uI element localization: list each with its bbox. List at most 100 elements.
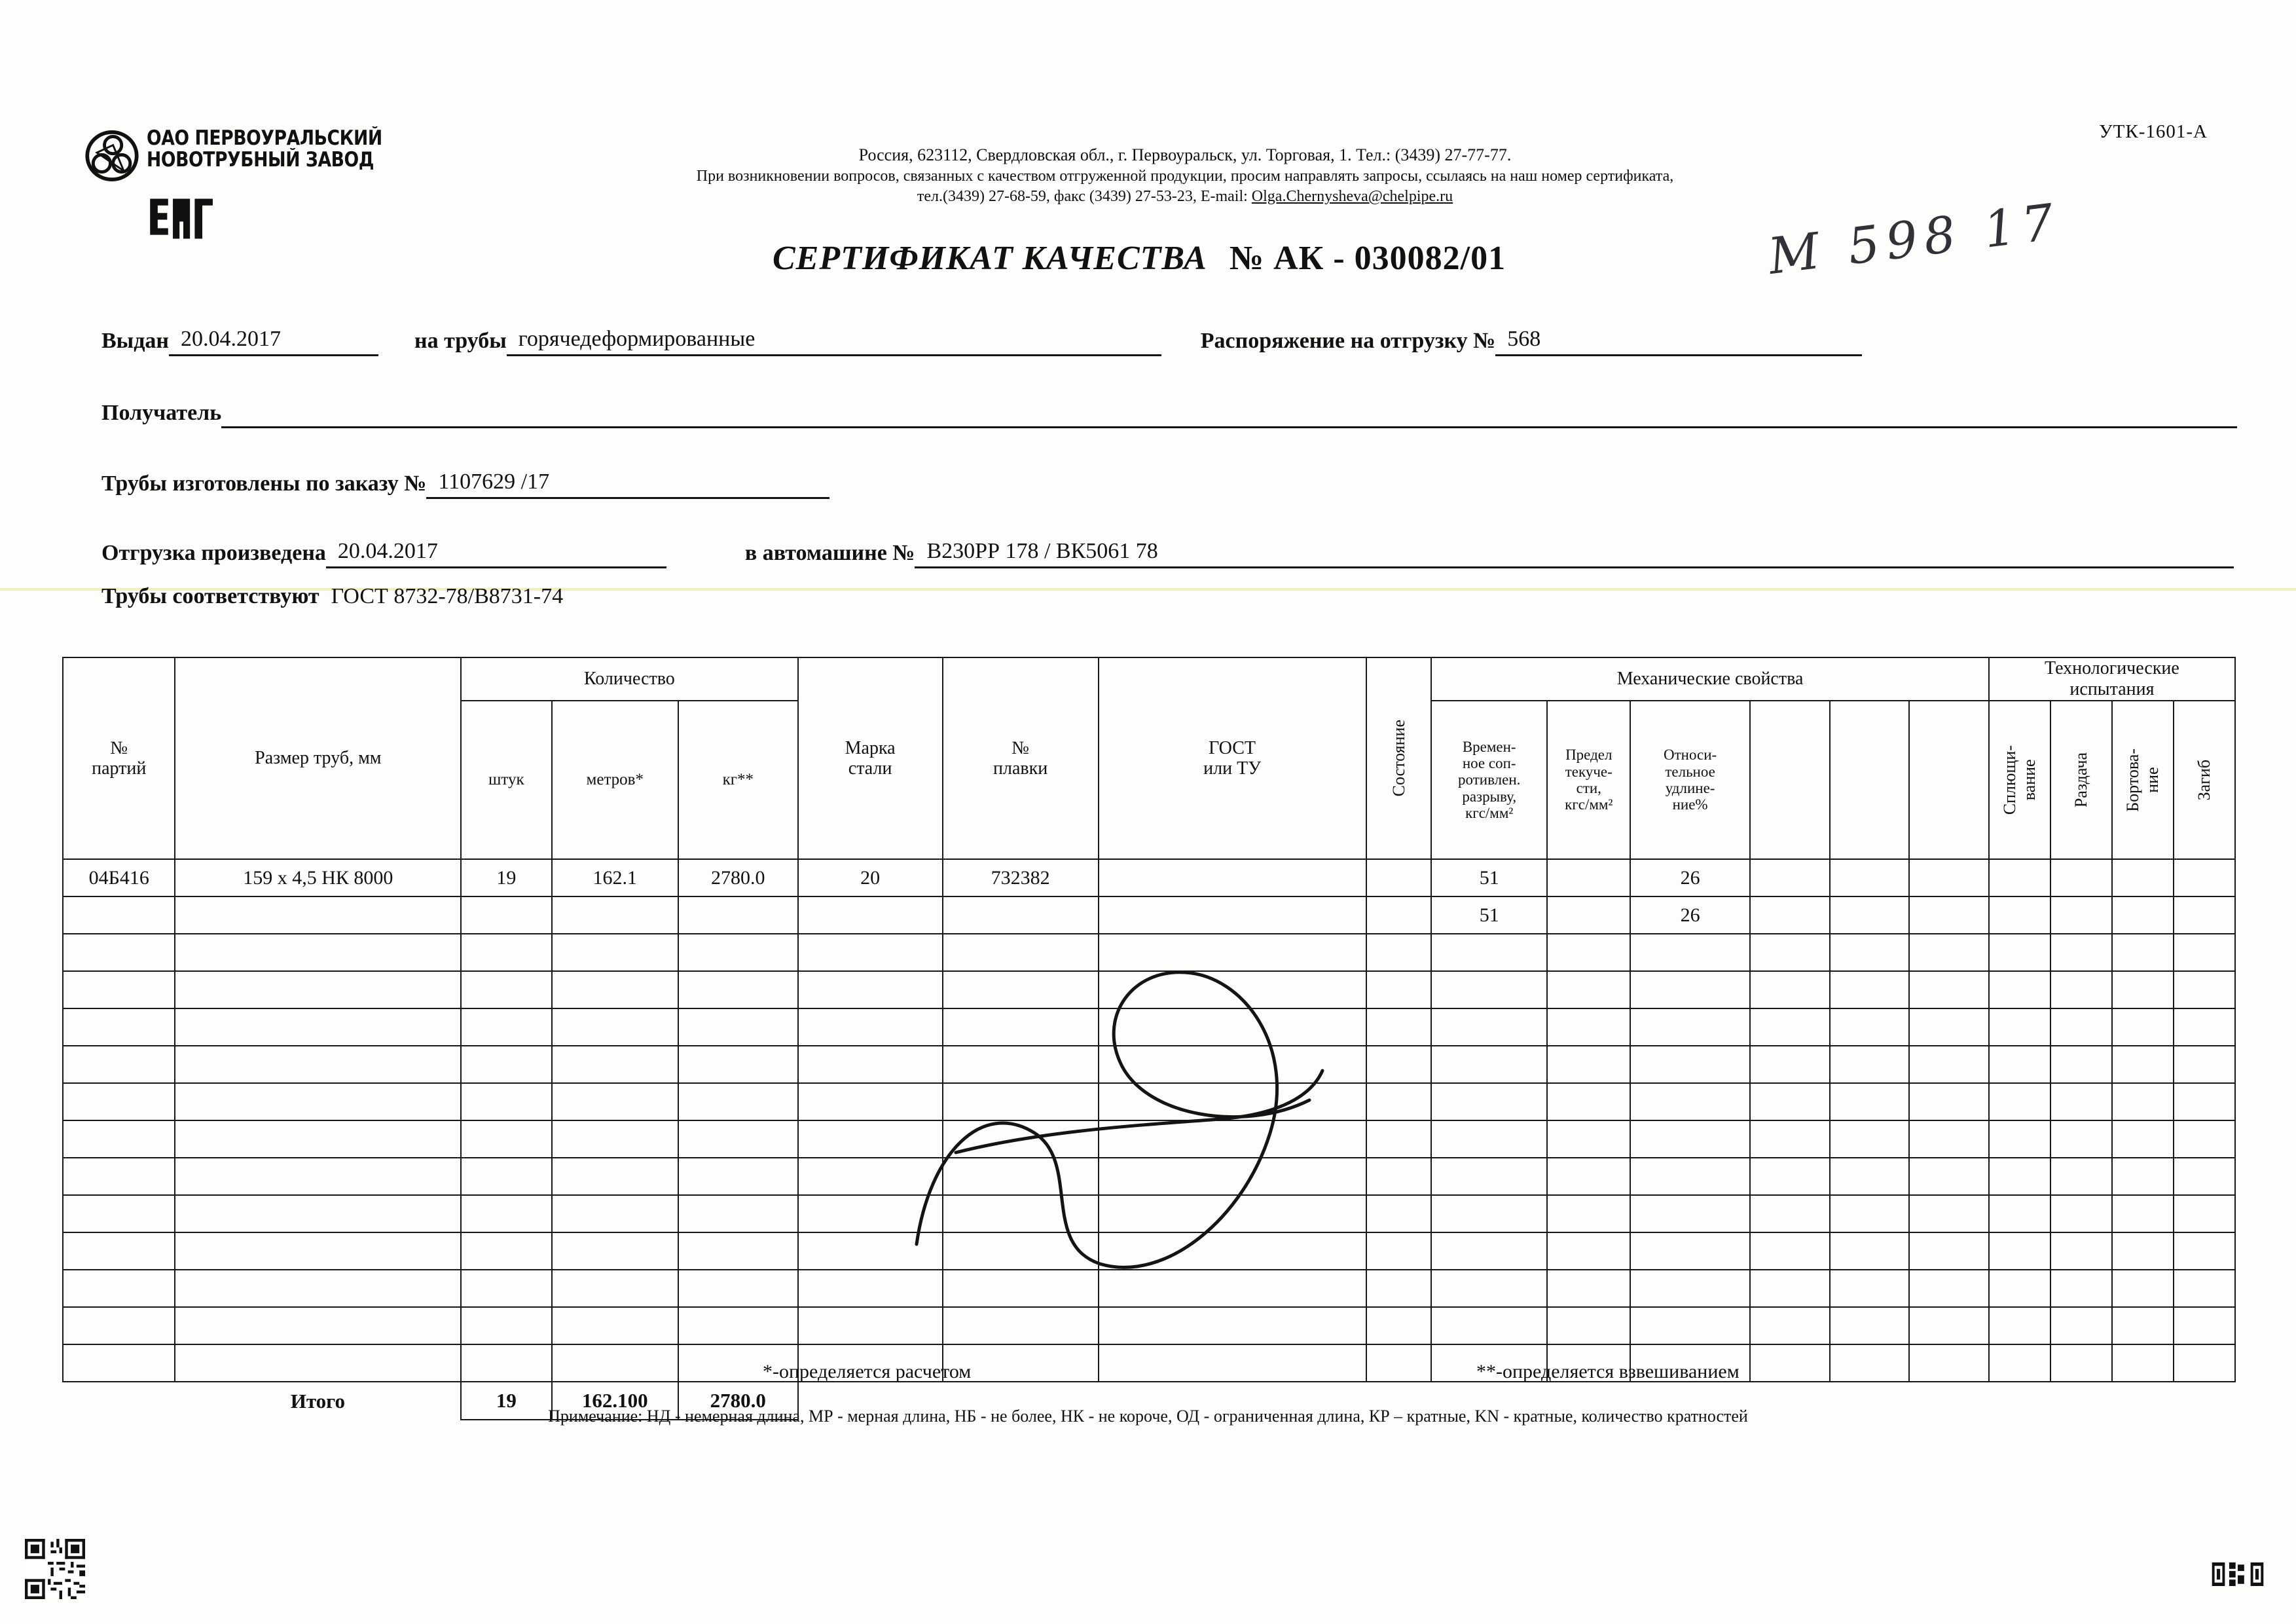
cell-batch-no[interactable] [62, 1306, 176, 1345]
cell-pipe-size[interactable] [174, 896, 462, 934]
cell-meters[interactable] [551, 1269, 680, 1308]
cell-bending[interactable] [2172, 1157, 2236, 1196]
cell-pieces[interactable] [460, 1120, 553, 1158]
cell-gost-or-tu[interactable] [1097, 1269, 1367, 1308]
cell-pieces[interactable] [460, 1008, 553, 1046]
cell-bending[interactable] [2172, 1306, 2236, 1345]
cell-heat-no[interactable] [941, 1194, 1099, 1233]
cell-steel-grade[interactable] [797, 1157, 943, 1196]
cell-tensile-strength[interactable] [1430, 1269, 1548, 1308]
cell-condition[interactable] [1365, 1232, 1432, 1270]
cell-heat-no[interactable]: 732382 [941, 858, 1099, 897]
cell-pieces[interactable] [460, 1045, 553, 1084]
cell-condition[interactable] [1365, 1157, 1432, 1196]
cell-mech-blank-1[interactable] [1749, 1306, 1831, 1345]
cell-pipe-size[interactable] [174, 1157, 462, 1196]
cell-pipe-size[interactable] [174, 1232, 462, 1270]
cell-gost-or-tu[interactable] [1097, 1344, 1367, 1382]
cell-tensile-strength[interactable]: 51 [1430, 896, 1548, 934]
cell-condition[interactable] [1365, 1194, 1432, 1233]
cell-mech-blank-3[interactable] [1908, 1269, 1990, 1308]
cell-condition[interactable] [1365, 1082, 1432, 1121]
cell-tensile-strength[interactable] [1430, 933, 1548, 972]
cell-bending[interactable] [2172, 970, 2236, 1009]
pipes-value[interactable]: горячедеформированные [506, 327, 1161, 356]
cell-mech-blank-1[interactable] [1749, 970, 1831, 1009]
cell-steel-grade[interactable] [797, 1082, 943, 1121]
cell-kg[interactable] [678, 1120, 799, 1158]
cell-tensile-strength[interactable] [1430, 970, 1548, 1009]
cell-expansion[interactable] [2049, 1344, 2113, 1382]
cell-flanging[interactable] [2111, 1344, 2174, 1382]
cell-expansion[interactable] [2049, 970, 2113, 1009]
cell-tensile-strength[interactable] [1430, 1232, 1548, 1270]
cell-kg[interactable] [678, 1045, 799, 1084]
cell-flattening[interactable] [1988, 1306, 2051, 1345]
cell-pieces[interactable] [460, 1344, 553, 1382]
cell-pipe-size[interactable] [174, 1045, 462, 1084]
cell-pipe-size[interactable] [174, 1306, 462, 1345]
cell-elongation[interactable] [1630, 1120, 1751, 1158]
cell-flattening[interactable] [1988, 1232, 2051, 1270]
cell-yield-strength[interactable] [1546, 1157, 1631, 1196]
cell-condition[interactable] [1365, 858, 1432, 897]
cell-expansion[interactable] [2049, 1008, 2113, 1046]
cell-meters[interactable] [551, 1045, 680, 1084]
cell-yield-strength[interactable] [1546, 1045, 1631, 1084]
cell-flanging[interactable] [2111, 970, 2174, 1009]
cell-expansion[interactable] [2049, 1157, 2113, 1196]
cell-steel-grade[interactable] [797, 1306, 943, 1345]
cell-steel-grade[interactable] [797, 1008, 943, 1046]
cell-heat-no[interactable] [941, 933, 1099, 972]
cell-batch-no[interactable] [62, 1232, 176, 1270]
cell-pipe-size[interactable] [174, 1082, 462, 1121]
cell-flanging[interactable] [2111, 1157, 2174, 1196]
cell-tensile-strength[interactable] [1430, 1008, 1548, 1046]
cell-steel-grade[interactable] [797, 933, 943, 972]
cell-expansion[interactable] [2049, 1306, 2113, 1345]
cell-heat-no[interactable] [941, 1269, 1099, 1308]
cell-gost-or-tu[interactable] [1097, 896, 1367, 934]
cell-gost-or-tu[interactable] [1097, 1045, 1367, 1084]
cell-flattening[interactable] [1988, 933, 2051, 972]
cell-expansion[interactable] [2049, 1120, 2113, 1158]
cell-heat-no[interactable] [941, 1306, 1099, 1345]
cell-expansion[interactable] [2049, 1082, 2113, 1121]
cell-gost-or-tu[interactable] [1097, 1232, 1367, 1270]
cell-elongation[interactable] [1630, 1344, 1751, 1382]
cell-elongation[interactable]: 26 [1630, 858, 1751, 897]
cell-meters[interactable] [551, 1008, 680, 1046]
cell-flattening[interactable] [1988, 1008, 2051, 1046]
cell-meters[interactable] [551, 1194, 680, 1233]
cell-elongation[interactable] [1630, 970, 1751, 1009]
cell-pieces[interactable] [460, 1082, 553, 1121]
cell-pieces[interactable] [460, 896, 553, 934]
cell-mech-blank-2[interactable] [1829, 1157, 1910, 1196]
cell-yield-strength[interactable] [1546, 1306, 1631, 1345]
cell-pipe-size[interactable] [174, 1008, 462, 1046]
cell-condition[interactable] [1365, 933, 1432, 972]
cell-yield-strength[interactable] [1546, 1344, 1631, 1382]
cell-mech-blank-3[interactable] [1908, 933, 1990, 972]
cell-flanging[interactable] [2111, 1232, 2174, 1270]
cell-mech-blank-2[interactable] [1829, 896, 1910, 934]
cell-mech-blank-3[interactable] [1908, 1232, 1990, 1270]
cell-batch-no[interactable] [62, 1008, 176, 1046]
cell-kg[interactable] [678, 970, 799, 1009]
cell-expansion[interactable] [2049, 896, 2113, 934]
cell-flanging[interactable] [2111, 933, 2174, 972]
cell-mech-blank-3[interactable] [1908, 970, 1990, 1009]
cell-expansion[interactable] [2049, 1232, 2113, 1270]
cell-tensile-strength[interactable] [1430, 1306, 1548, 1345]
cell-pipe-size[interactable]: 159 x 4,5 НК 8000 [174, 858, 462, 897]
cell-batch-no[interactable] [62, 896, 176, 934]
cell-flattening[interactable] [1988, 970, 2051, 1009]
cell-gost-or-tu[interactable] [1097, 933, 1367, 972]
cell-steel-grade[interactable] [797, 970, 943, 1009]
order-value[interactable]: 1107629 /17 [426, 470, 829, 499]
cell-mech-blank-1[interactable] [1749, 896, 1831, 934]
cell-mech-blank-2[interactable] [1829, 1120, 1910, 1158]
cell-elongation[interactable] [1630, 1157, 1751, 1196]
cell-mech-blank-2[interactable] [1829, 1269, 1910, 1308]
cell-kg[interactable] [678, 896, 799, 934]
